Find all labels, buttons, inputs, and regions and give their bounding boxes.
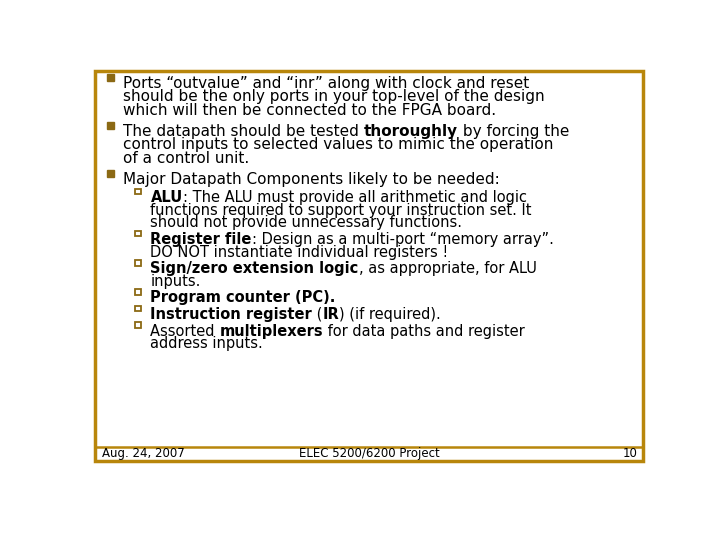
Text: for data paths and register: for data paths and register xyxy=(323,323,525,339)
Text: ) (if required).: ) (if required). xyxy=(339,307,441,322)
Bar xyxy=(135,188,141,194)
Text: functions required to support your instruction set. It: functions required to support your instr… xyxy=(150,202,532,218)
Text: thoroughly: thoroughly xyxy=(364,124,458,139)
Text: (: ( xyxy=(312,307,323,322)
Text: multiplexers: multiplexers xyxy=(220,323,323,339)
Text: IR: IR xyxy=(323,307,339,322)
Bar xyxy=(135,289,141,295)
Bar xyxy=(135,260,141,266)
Text: ELEC 5200/6200 Project: ELEC 5200/6200 Project xyxy=(299,447,439,460)
Bar xyxy=(107,122,114,129)
Text: Ports “outvalue” and “inr” along with clock and reset: Ports “outvalue” and “inr” along with cl… xyxy=(123,76,530,91)
Text: control inputs to selected values to mimic the operation: control inputs to selected values to mim… xyxy=(123,137,554,152)
Text: , as appropriate, for ALU: , as appropriate, for ALU xyxy=(359,261,536,276)
Bar xyxy=(107,73,114,80)
Bar xyxy=(135,231,141,237)
Text: inputs.: inputs. xyxy=(150,274,201,289)
FancyBboxPatch shape xyxy=(94,71,644,461)
Text: which will then be connected to the FPGA board.: which will then be connected to the FPGA… xyxy=(123,103,497,118)
Text: 10: 10 xyxy=(622,447,637,460)
Text: Program counter (PC).: Program counter (PC). xyxy=(150,291,336,306)
Text: Instruction register: Instruction register xyxy=(150,307,312,322)
Bar xyxy=(107,170,114,177)
Text: of a control unit.: of a control unit. xyxy=(123,151,250,166)
Text: The datapath should be tested: The datapath should be tested xyxy=(123,124,364,139)
Text: Aug. 24, 2007: Aug. 24, 2007 xyxy=(102,447,185,460)
Text: should not provide unnecessary functions.: should not provide unnecessary functions… xyxy=(150,215,462,231)
Bar xyxy=(135,322,141,328)
Text: : The ALU must provide all arithmetic and logic: : The ALU must provide all arithmetic an… xyxy=(183,190,527,205)
Text: should be the only ports in your top-level of the design: should be the only ports in your top-lev… xyxy=(123,89,545,104)
Text: Major Datapath Components likely to be needed:: Major Datapath Components likely to be n… xyxy=(123,172,500,187)
Text: ALU: ALU xyxy=(150,190,183,205)
Text: : Design as a multi-port “memory array”.: : Design as a multi-port “memory array”. xyxy=(252,232,554,247)
Bar xyxy=(135,306,141,312)
Text: Register file: Register file xyxy=(150,232,252,247)
Text: by forcing the: by forcing the xyxy=(458,124,570,139)
Text: DO NOT instantiate individual registers !: DO NOT instantiate individual registers … xyxy=(150,245,449,260)
Text: Sign/zero extension logic: Sign/zero extension logic xyxy=(150,261,359,276)
Text: Assorted: Assorted xyxy=(150,323,220,339)
Text: address inputs.: address inputs. xyxy=(150,336,264,351)
